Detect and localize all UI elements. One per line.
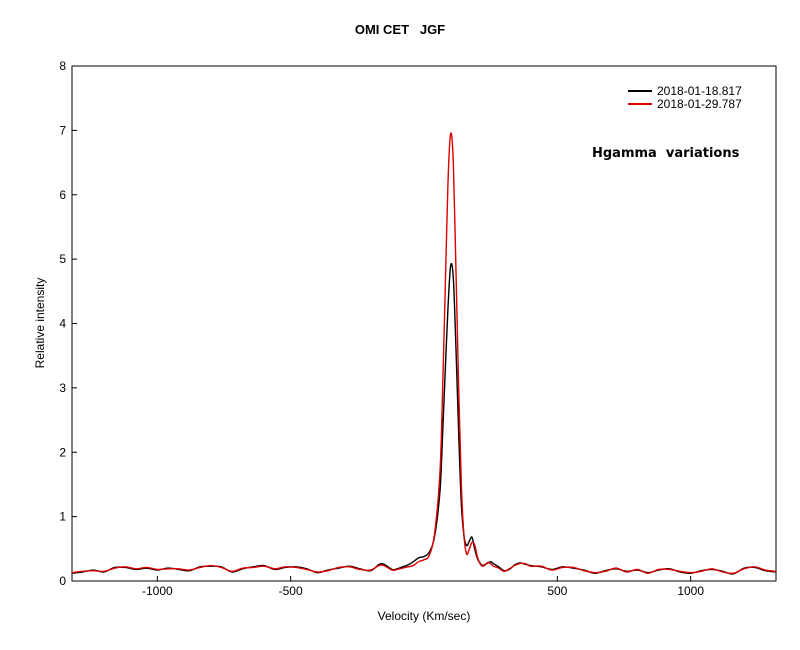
y-tick-label: 5	[59, 252, 66, 266]
plot-frame	[71, 65, 777, 582]
series-line-1	[71, 262, 777, 575]
chart-title: OMI CET JGF	[355, 22, 445, 37]
y-tick-label: 2	[59, 445, 66, 459]
x-axis: -1000 -500 500 1000	[142, 576, 704, 598]
y-axis-label: Relative intensity	[33, 278, 47, 369]
x-tick-label: -500	[279, 584, 303, 598]
x-tick-label: 1000	[677, 584, 704, 598]
y-tick-label: 3	[59, 381, 66, 395]
series-layer	[71, 132, 777, 575]
y-tick-label: 6	[59, 188, 66, 202]
series-line-2	[71, 132, 777, 575]
y-axis: 0 1 2 3 4 5 6 7 8	[59, 59, 77, 588]
x-axis-label: Velocity (Km/sec)	[378, 609, 471, 623]
legend-label-1: 2018-01-18.817	[657, 84, 742, 98]
y-tick-label: 4	[59, 317, 66, 331]
y-tick-label: 7	[59, 123, 66, 137]
x-tick-label: -1000	[142, 584, 173, 598]
y-tick-label: 0	[59, 574, 66, 588]
y-tick-label: 8	[59, 59, 66, 73]
chart-annotation: Hgamma variations	[592, 146, 740, 161]
y-tick-label: 1	[59, 510, 66, 524]
x-tick-label: 500	[547, 584, 567, 598]
legend-label-2: 2018-01-29.787	[657, 97, 742, 111]
